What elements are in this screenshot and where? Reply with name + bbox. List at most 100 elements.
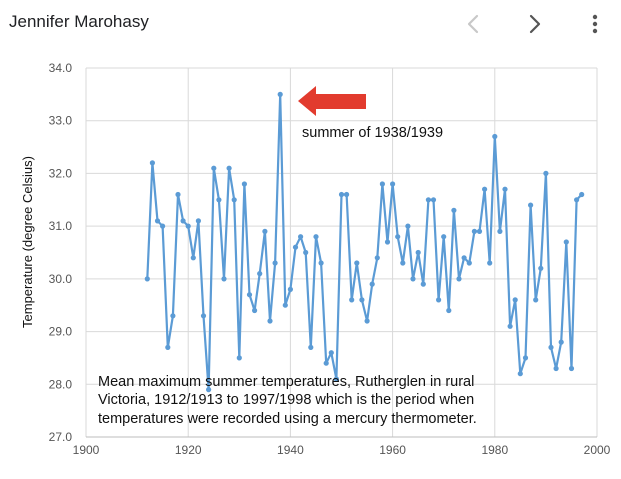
data-point: [195, 218, 201, 224]
red-arrow: [298, 86, 366, 116]
data-point: [456, 276, 462, 282]
chevron-right-icon[interactable]: [519, 8, 551, 40]
data-point: [436, 297, 442, 303]
data-point: [568, 365, 575, 372]
data-point: [318, 260, 324, 266]
data-point: [517, 371, 523, 377]
data-point: [522, 355, 529, 361]
data-point: [298, 234, 304, 240]
data-point: [231, 197, 237, 203]
data-point: [384, 239, 391, 245]
data-point: [349, 297, 355, 303]
data-point: [359, 297, 365, 303]
data-point: [323, 360, 329, 366]
data-point: [395, 234, 401, 240]
data-point: [574, 197, 580, 203]
data-point: [206, 387, 212, 393]
y-axis-label: Temperature (degree Celsius): [20, 156, 35, 328]
data-point: [313, 234, 319, 240]
data-point: [420, 281, 426, 287]
data-point: [492, 133, 498, 140]
y-tick-label: 31.0: [49, 219, 73, 233]
data-point: [303, 249, 309, 256]
data-point: [282, 302, 288, 308]
app-header: Jennifer Marohasy: [0, 0, 621, 50]
data-point: [487, 260, 493, 266]
data-point: [379, 181, 385, 187]
x-tick-label: 2000: [584, 443, 611, 457]
data-point: [390, 181, 396, 187]
data-point: [451, 207, 457, 213]
data-point: [441, 234, 447, 240]
data-point: [476, 228, 483, 234]
data-point: [221, 276, 227, 282]
data-point: [144, 276, 150, 282]
data-point: [374, 255, 380, 261]
y-tick-label: 28.0: [49, 377, 73, 391]
data-point: [405, 223, 411, 229]
y-tick-label: 27.0: [49, 430, 73, 444]
y-tick-label: 32.0: [49, 166, 73, 180]
data-point: [338, 191, 345, 198]
data-point: [446, 307, 452, 314]
data-point: [400, 260, 406, 266]
data-point: [538, 265, 544, 271]
data-point: [528, 202, 534, 208]
data-point: [180, 218, 186, 224]
data-point: [267, 318, 273, 324]
data-point: [272, 260, 278, 266]
data-point: [512, 297, 518, 303]
caption-line-3: temperatures were recorded using a mercu…: [98, 411, 477, 427]
x-tick-label: 1980: [481, 443, 508, 457]
data-point: [154, 218, 161, 224]
data-point: [165, 344, 171, 350]
data-point: [200, 313, 207, 319]
page-title: Jennifer Marohasy: [9, 12, 149, 31]
data-point: [333, 376, 339, 382]
data-point: [502, 186, 508, 192]
temperature-line-chart: 27.0 28.0 29.0 30.0 31.0 32.0 33.0 34.0 1900 1920…: [20, 61, 611, 457]
data-point: [364, 318, 370, 324]
data-point: [543, 170, 549, 176]
data-point: [226, 165, 232, 171]
data-point: [160, 223, 166, 229]
data-point: [415, 249, 421, 256]
data-point: [287, 286, 293, 292]
data-point: [579, 191, 585, 198]
data-point: [252, 307, 258, 314]
caption-line-1: Mean maximum summer temperatures, Ruther…: [98, 374, 474, 390]
data-point: [548, 344, 554, 350]
data-point: [216, 197, 222, 203]
chevron-left-icon[interactable]: [458, 8, 490, 40]
data-point: [471, 228, 477, 234]
data-point: [369, 281, 375, 287]
x-tick-label: 1940: [277, 443, 304, 457]
data-point: [553, 365, 559, 372]
data-point: [236, 355, 242, 361]
data-point: [277, 91, 283, 97]
data-point: [482, 186, 488, 192]
prev-button-glyph: [467, 14, 479, 34]
data-point: [241, 181, 247, 187]
series-line: [146, 93, 583, 391]
y-tick-label: 34.0: [49, 61, 73, 75]
data-point: [262, 228, 268, 234]
y-tick-label: 30.0: [49, 272, 73, 286]
data-point: [344, 191, 350, 198]
more-vert-icon[interactable]: [579, 8, 611, 40]
data-point: [185, 223, 191, 229]
x-tick-label: 1920: [175, 443, 202, 457]
next-button-glyph: [529, 14, 541, 34]
series: [144, 91, 585, 393]
x-tick-label: 1900: [73, 443, 100, 457]
data-point: [308, 344, 314, 350]
data-point: [257, 271, 263, 277]
data-point: [190, 255, 196, 261]
data-point: [497, 228, 503, 234]
data-point: [410, 276, 416, 282]
data-point: [328, 350, 334, 356]
caption-line-2: Victoria, 1912/1913 to 1997/1998 which i…: [98, 392, 474, 408]
arrow-annotation: summer of 1938/1939: [302, 125, 443, 141]
data-point: [149, 160, 155, 166]
data-point: [461, 255, 467, 261]
